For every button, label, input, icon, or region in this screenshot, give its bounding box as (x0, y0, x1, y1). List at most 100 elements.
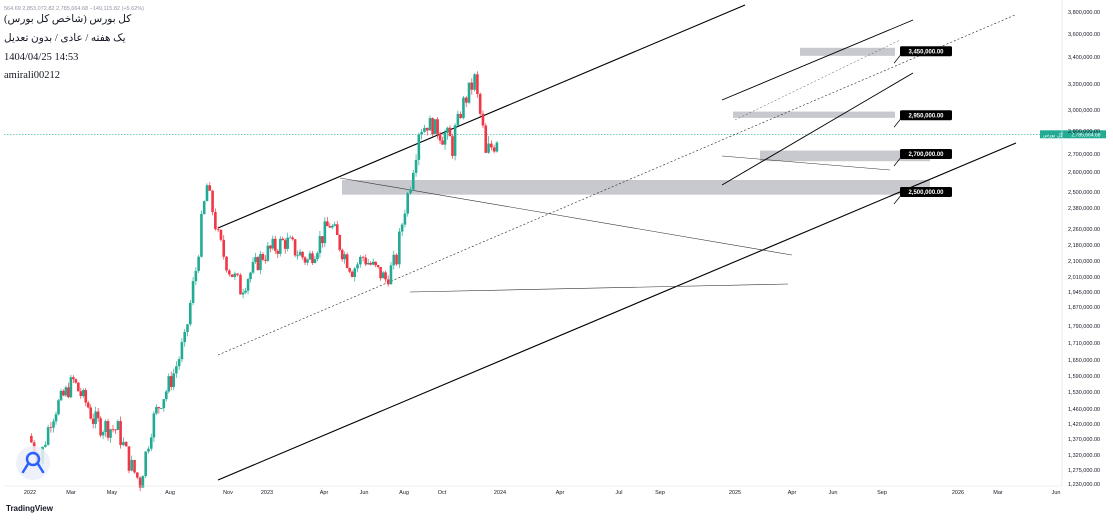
candle-body (333, 224, 337, 226)
level-label: 3,450,000.00 (893, 46, 952, 64)
candle-body (420, 131, 423, 135)
candles-layer (30, 71, 499, 492)
candle-body (254, 257, 257, 263)
y-tick-label: 2,180,000.00 (1068, 243, 1100, 249)
candle-body (384, 272, 387, 280)
candle-body (321, 236, 324, 244)
candle-body (54, 414, 58, 422)
candle-body (278, 238, 282, 254)
candle-body (298, 251, 302, 256)
candle-body (484, 125, 488, 153)
y-tick-label: 1,230,000.00 (1068, 482, 1100, 488)
candle-body (453, 125, 457, 156)
candle-body (443, 132, 447, 145)
candle-body (492, 147, 496, 152)
candle-body (303, 257, 307, 263)
level-label-text: 2,950,000.00 (908, 113, 944, 119)
level-label-box (900, 46, 952, 57)
candle-body (467, 82, 471, 103)
candle-body (86, 402, 90, 408)
candle-body (361, 256, 365, 258)
y-tick-label: 1,870,000.00 (1068, 305, 1100, 311)
candle-body (167, 376, 171, 392)
candle-body (398, 231, 401, 265)
x-tick-label: May (107, 490, 118, 496)
candle-body (481, 113, 485, 126)
candle-body (366, 262, 370, 265)
candle-body (96, 411, 100, 419)
y-tick-label: 1,420,000.00 (1068, 422, 1100, 428)
candle-body (205, 185, 209, 202)
trend-line (721, 72, 914, 186)
x-tick-label: Jun (829, 490, 838, 496)
candle-body (94, 411, 97, 424)
candle-body (348, 268, 351, 272)
candle-body (456, 113, 460, 126)
candle-body (436, 119, 439, 134)
candle-body (338, 234, 342, 250)
candle-body (208, 185, 212, 191)
candle-body (359, 256, 362, 265)
candle-body (219, 229, 223, 240)
tradingview-label: TradingView (6, 504, 53, 513)
author-name: amirali00212 (4, 70, 60, 81)
candle-body (200, 213, 203, 257)
trend-line (217, 142, 1017, 481)
x-tick-label: Apr (320, 490, 329, 496)
price-zone (800, 47, 895, 56)
candle-body (202, 201, 206, 214)
y-tick-label: 1,275,000.00 (1068, 468, 1100, 474)
candle-body (364, 257, 368, 265)
y-tick-label: 3,400,000.00 (1068, 55, 1100, 61)
trendline-layer (4, 4, 1062, 481)
candle-body (114, 429, 117, 431)
candle-body (241, 292, 245, 295)
x-tick-label: Sep (877, 490, 887, 496)
candle-body (376, 265, 380, 268)
candle-body (462, 97, 465, 118)
candle-body (283, 240, 287, 249)
candle-body (104, 421, 107, 433)
y-tick-label: 1,370,000.00 (1068, 437, 1100, 443)
price-zone (733, 111, 895, 118)
candle-body (52, 421, 55, 428)
x-tick-label: Mar (993, 490, 1003, 496)
candle-body (296, 255, 299, 257)
candle-body (162, 399, 166, 409)
x-tick-label: 2025 (729, 490, 741, 496)
x-tick-label: Jun (1052, 490, 1061, 496)
candle-body (49, 427, 53, 429)
candle-body (403, 213, 407, 225)
x-tick-label: 2023 (261, 490, 273, 496)
candle-body (230, 274, 234, 277)
y-tick-label: 1,945,000.00 (1068, 290, 1100, 296)
last-price-tag: کل بورس 2,785,664.68 (1040, 130, 1106, 139)
candle-body (301, 251, 304, 258)
y-tick-label: 1,790,000.00 (1068, 324, 1100, 330)
x-tick-label: Aug (399, 490, 409, 496)
candle-body (186, 324, 189, 332)
candle-body (487, 143, 490, 153)
trend-line (721, 155, 891, 171)
candle-body (291, 237, 294, 240)
y-tick-label: 2,380,000.00 (1068, 206, 1100, 212)
candle-body (84, 389, 88, 403)
y-tick-label: 3,200,000.00 (1068, 82, 1100, 88)
y-tick-label: 1,530,000.00 (1068, 390, 1100, 396)
level-label-layer: 3,450,000.00 2,950,000.00 2,700,000.00 2,50… (893, 46, 1106, 205)
trend-line (217, 4, 746, 229)
candle-body (259, 254, 262, 271)
candle-body (62, 390, 65, 396)
last-price-name: کل بورس (1043, 132, 1064, 138)
y-tick-label: 2,010,000.00 (1068, 275, 1100, 281)
candle-body (69, 377, 73, 398)
candle-body (459, 113, 462, 118)
candle-body (214, 212, 217, 230)
timeframe-subtitle: یک هفته / عادی / بدون تعدیل (4, 33, 126, 44)
candle-body (313, 259, 317, 264)
candle-body (197, 256, 200, 271)
tradingview-logo[interactable]: TradingView (6, 504, 53, 513)
gauge-icon[interactable] (16, 446, 50, 480)
candle-body (423, 127, 426, 132)
